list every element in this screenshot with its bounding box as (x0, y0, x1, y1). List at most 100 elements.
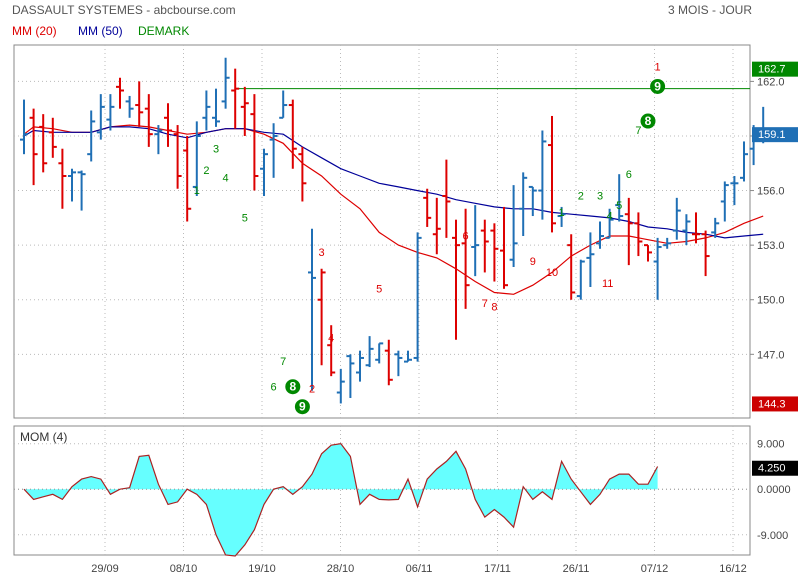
ohlc-bar (173, 125, 182, 189)
demark-count-label: 9 (530, 256, 536, 268)
ohlc-bar (711, 217, 720, 238)
ohlc-bar (336, 368, 345, 404)
demark-count-label: 2 (309, 384, 315, 396)
ohlc-bar (58, 148, 67, 209)
ohlc-bar (615, 174, 624, 222)
ohlc-bar (557, 206, 566, 227)
ohlc-bar (624, 197, 633, 266)
chart-title: DASSAULT SYSTEMES - abcbourse.com (12, 3, 236, 17)
ohlc-bar (288, 99, 297, 169)
x-tick-label: 16/12 (719, 563, 747, 575)
ohlc-bar (432, 197, 441, 255)
ohlc-bar (77, 170, 86, 211)
demark-count-label: 1 (655, 61, 661, 73)
ohlc-bar (413, 232, 422, 362)
x-tick-label: 07/12 (641, 563, 669, 575)
demark-count-label: 2 (203, 165, 209, 177)
momentum-title: MOM (4) (20, 430, 67, 444)
price-y-label: 156.0 (757, 186, 785, 198)
demark-circle (294, 399, 310, 415)
demark-count-label: 9 (299, 400, 306, 414)
price-badge-label: 162.7 (758, 64, 786, 76)
demark-circle (285, 379, 301, 395)
ohlc-bar (87, 110, 96, 162)
ohlc-bar (48, 117, 57, 158)
price-y-label: 147.0 (757, 349, 785, 361)
demark-count-label: 8 (645, 114, 652, 128)
demark-count-label: 9 (654, 79, 661, 93)
ohlc-bar (183, 135, 192, 222)
demark-count-label: 5 (376, 283, 382, 295)
price-badge-label: 144.3 (758, 398, 786, 410)
ohlc-bar (394, 350, 403, 377)
price-badge-label: 159.1 (758, 129, 786, 141)
ohlc-bar (375, 342, 384, 364)
ohlc-bar (116, 77, 124, 109)
demark-count-label: 7 (635, 125, 641, 137)
axes: 29/09 08/10 19/10 28/10 06/11 17/11 26/11 07/12… (91, 61, 798, 575)
ohlc-bar (260, 148, 268, 197)
ohlc-bar (471, 205, 480, 277)
x-tick-label: 08/10 (170, 563, 198, 575)
ohlc-bar (39, 114, 48, 173)
x-tick-label: 29/09 (91, 563, 119, 575)
demark-count-label: 8 (491, 302, 497, 314)
x-tick-label: 26/11 (563, 563, 590, 575)
ohlc-bar (490, 223, 499, 282)
ohlc-bar (644, 244, 652, 262)
ohlc-bar (231, 68, 240, 129)
ohlc-bar (653, 237, 662, 300)
ohlc-bar (596, 221, 604, 249)
ohlc-bar (682, 214, 691, 246)
demark-count-label: 3 (597, 191, 603, 203)
demark-count-label: 6 (626, 169, 632, 181)
price-badge (752, 127, 798, 143)
ohlc-bar (164, 103, 172, 147)
ohlc-bar (538, 130, 547, 220)
ohlc-bar (423, 188, 432, 227)
ohlc-bar (740, 141, 748, 182)
price-y-label: 162.0 (757, 76, 785, 88)
price-panel (13, 44, 751, 419)
ohlc-bar (672, 197, 681, 240)
demark-count-label: 4 (223, 172, 229, 184)
demark-count-label: 5 (242, 212, 248, 224)
ohlc-bar (250, 94, 259, 191)
ohlc-bar (202, 90, 211, 131)
ohlc-bar (240, 86, 249, 136)
demark-circle (640, 113, 656, 129)
ohlc-bar (298, 146, 307, 202)
ohlc-bar (509, 185, 518, 267)
ohlc-bar (480, 219, 489, 273)
ohlc-bar (663, 237, 672, 249)
demark-count-label: 7 (280, 356, 286, 368)
ohlc-bar (404, 350, 412, 363)
ohlc-bar (192, 121, 201, 197)
ohlc-bar (212, 88, 220, 127)
demark-count-label: 5 (616, 200, 622, 212)
demark-count-label: 2 (578, 191, 584, 203)
momentum-area (14, 443, 750, 557)
ohlc-bar (308, 228, 316, 391)
ohlc-bar (384, 339, 393, 386)
ohlc-bar (461, 208, 470, 309)
ohlc-bar (135, 81, 144, 127)
ohlc-bar (154, 125, 163, 155)
ohlc-bar (327, 325, 336, 377)
ohlc-bar (125, 95, 134, 118)
price-y-label: 150.0 (757, 295, 785, 307)
demark-count-label: 6 (463, 231, 469, 243)
ohlc-bar (500, 206, 508, 289)
ohlc-bar (317, 268, 326, 366)
x-tick-label: 28/10 (327, 563, 355, 575)
ohlc-bars (20, 57, 768, 404)
ohlc-bar (29, 108, 38, 186)
ohlc-bar (269, 123, 278, 178)
demark-count-label: 10 (546, 267, 558, 279)
x-tick-label: 06/11 (406, 563, 433, 575)
ohlc-bar (605, 208, 614, 239)
ohlc-bar (144, 94, 153, 147)
